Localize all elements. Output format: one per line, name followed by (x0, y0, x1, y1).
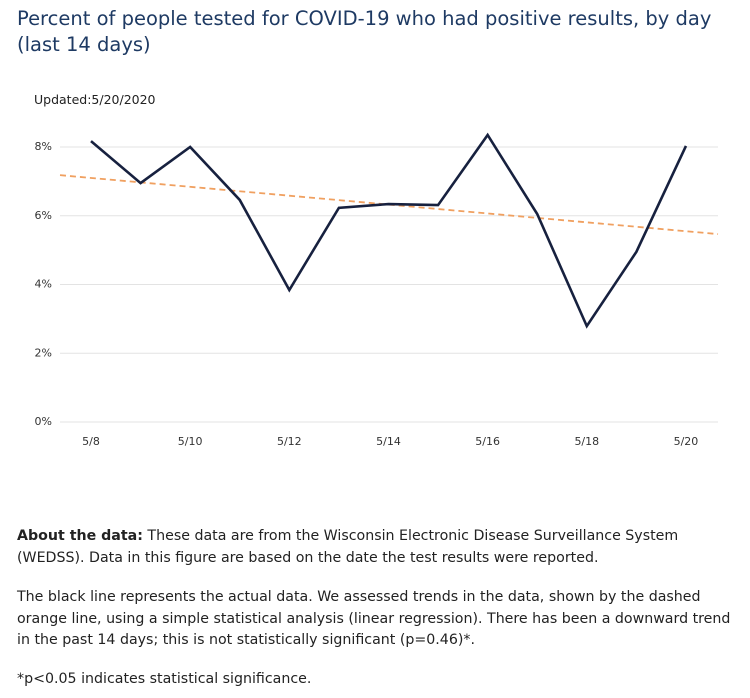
chart-title: Percent of people tested for COVID-19 wh… (17, 7, 712, 56)
note: The black line represents the actual dat… (17, 589, 731, 648)
note-label: About the data: (17, 528, 143, 544)
chart: 0% 2% 4% 6% 8% 5/8 5/10 5/12 5/14 5/16 5/18 5/20 (35, 132, 719, 448)
note: *p<0.05 indicates statistical significan… (17, 671, 312, 687)
y-tick-label: 6% (35, 209, 52, 222)
data-line (90, 132, 688, 329)
y-tick-label: 2% (35, 346, 52, 359)
note-text: These data are from the Wisconsin Electr… (17, 528, 679, 566)
x-tick-label: 5/14 (376, 435, 401, 448)
x-tick-label: 5/12 (277, 435, 302, 448)
x-tick-label: 5/16 (475, 435, 500, 448)
x-tick-label: 5/10 (178, 435, 203, 448)
y-tick-label: 8% (35, 140, 52, 153)
y-tick-label: 4% (35, 278, 52, 291)
updated-date: Updated:5/20/2020 (34, 92, 156, 107)
x-tick-label: 5/20 (674, 435, 699, 448)
note: About the data: These data are from the … (17, 526, 737, 569)
x-tick-label: 5/18 (574, 435, 599, 448)
y-tick-label: 0% (35, 415, 52, 428)
x-tick-label: 5/8 (82, 435, 100, 448)
